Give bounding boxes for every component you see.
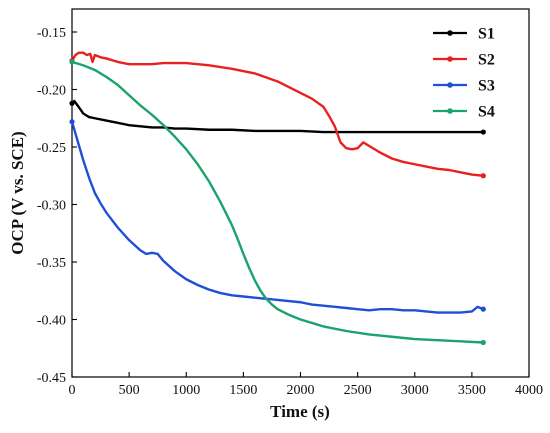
series-line-s3 xyxy=(70,120,485,314)
x-tick-label: 2000 xyxy=(287,383,315,398)
series-end-marker-s3 xyxy=(480,306,486,312)
series-s3 xyxy=(69,119,486,314)
y-tick-label: -0.45 xyxy=(37,371,66,386)
series-s4 xyxy=(69,59,486,346)
series-start-marker-s3 xyxy=(69,119,75,125)
series-end-marker-s2 xyxy=(480,173,486,179)
series-start-marker-s1 xyxy=(69,100,75,106)
x-tick-label: 3500 xyxy=(458,383,486,398)
legend-item-s1: S1 xyxy=(433,26,495,43)
series-s2 xyxy=(69,51,486,179)
y-tick-label: -0.40 xyxy=(37,314,66,329)
y-tick-label: -0.30 xyxy=(37,199,66,214)
series-end-marker-s4 xyxy=(480,339,486,346)
legend-label-s4: S4 xyxy=(478,104,495,121)
x-tick-label: 500 xyxy=(119,383,140,398)
legend: S1 S2 S3 S4 xyxy=(433,26,495,121)
legend-label-s2: S2 xyxy=(478,52,495,69)
y-tick-label: -0.20 xyxy=(37,84,66,99)
legend-label-s3: S3 xyxy=(478,78,495,95)
legend-label-s1: S1 xyxy=(478,26,495,43)
legend-marker-s2 xyxy=(447,56,453,62)
x-axis: 0 500 1000 1500 2000 2500 3000 3500 4000 xyxy=(69,372,543,398)
legend-item-s4: S4 xyxy=(433,104,495,121)
y-tick-label: -0.15 xyxy=(37,26,66,41)
x-tick-label: 2500 xyxy=(344,383,372,398)
y-tick-label: -0.35 xyxy=(37,256,66,271)
series-end-marker-s1 xyxy=(480,129,486,135)
x-tick-label: 3000 xyxy=(401,383,429,398)
legend-marker-s1 xyxy=(447,30,453,36)
y-axis: -0.15 -0.20 -0.25 -0.30 -0.35 -0.40 -0.45 xyxy=(37,26,77,386)
legend-marker-s3 xyxy=(447,82,453,88)
series-line-s4 xyxy=(70,60,485,344)
series-start-marker-s4 xyxy=(69,59,75,65)
x-tick-label: 1500 xyxy=(229,383,257,398)
series-layer xyxy=(69,51,486,346)
x-tick-label: 0 xyxy=(69,383,76,398)
series-line-s2 xyxy=(70,51,485,177)
y-tick-label: -0.25 xyxy=(37,141,66,156)
legend-marker-s4 xyxy=(447,108,453,114)
legend-item-s2: S2 xyxy=(433,52,495,69)
y-axis-title: OCP (V vs. SCE) xyxy=(8,131,27,254)
series-line-s1 xyxy=(70,99,485,134)
x-tick-label: 4000 xyxy=(515,383,543,398)
legend-item-s3: S3 xyxy=(433,78,495,95)
x-tick-label: 1000 xyxy=(172,383,200,398)
x-axis-title: Time (s) xyxy=(270,402,330,421)
series-s1 xyxy=(69,99,486,135)
